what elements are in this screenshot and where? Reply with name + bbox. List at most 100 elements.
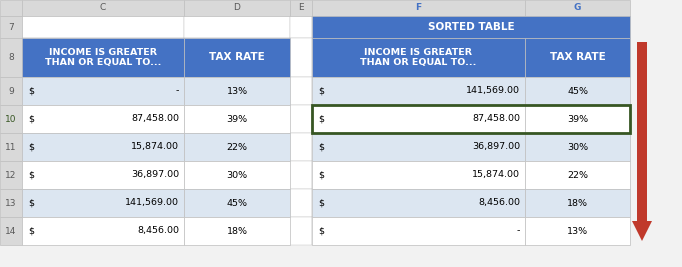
Bar [290,38,312,77]
Bar [312,133,525,161]
Text: 13%: 13% [226,87,248,96]
Bar [184,133,290,161]
Bar [0,77,22,105]
Bar [312,0,525,16]
Text: $: $ [318,171,324,179]
Bar [312,217,525,245]
Bar [22,217,184,245]
Bar [22,16,184,38]
Bar [525,105,630,133]
Bar [184,217,290,245]
Bar [525,189,630,217]
Bar [22,77,184,105]
Bar [290,189,312,217]
Bar [525,77,630,105]
Bar [312,16,630,38]
Bar [312,161,525,189]
Bar [312,16,525,38]
Bar [525,133,630,161]
Bar [22,161,184,189]
Bar [184,0,290,16]
Text: 8: 8 [8,53,14,62]
Bar [525,161,630,189]
Text: 11: 11 [5,143,17,151]
Bar [22,189,184,217]
Bar [525,0,630,16]
Text: SORTED TABLE: SORTED TABLE [428,22,514,32]
Bar [184,77,290,105]
Text: F: F [415,3,421,13]
Bar [0,16,22,38]
Text: $: $ [318,87,324,96]
Bar [312,77,525,105]
Bar [184,189,290,217]
Text: 7: 7 [8,22,14,32]
Text: 22%: 22% [567,171,588,179]
Text: 141,569.00: 141,569.00 [125,198,179,207]
Text: INCOME IS GREATER
THAN OR EQUAL TO...: INCOME IS GREATER THAN OR EQUAL TO... [360,48,477,67]
Text: 87,458.00: 87,458.00 [131,115,179,124]
Bar [312,189,525,217]
Bar [525,217,630,245]
Bar [290,105,312,133]
Text: INCOME IS GREATER
THAN OR EQUAL TO...: INCOME IS GREATER THAN OR EQUAL TO... [45,48,161,67]
Text: 45%: 45% [567,87,588,96]
Bar [184,161,290,189]
Bar [22,0,184,16]
Bar [312,161,525,189]
Text: 36,897.00: 36,897.00 [472,143,520,151]
Bar [184,38,290,77]
Bar [312,38,525,77]
Text: 8,456.00: 8,456.00 [478,198,520,207]
Bar [525,38,630,77]
Bar [525,217,630,245]
Bar [184,161,290,189]
Text: 13%: 13% [567,226,588,235]
Text: $: $ [318,143,324,151]
Text: 8,456.00: 8,456.00 [137,226,179,235]
Bar [290,217,312,245]
Bar [525,161,630,189]
Bar [525,38,630,77]
Bar [22,133,184,161]
Bar [22,161,184,189]
Text: 15,874.00: 15,874.00 [472,171,520,179]
Text: 30%: 30% [567,143,588,151]
Bar [0,189,22,217]
Bar [22,217,184,245]
Bar [525,105,630,133]
Text: 30%: 30% [226,171,248,179]
Text: 45%: 45% [226,198,248,207]
Text: 39%: 39% [226,115,248,124]
Bar [184,16,290,38]
Polygon shape [632,221,652,241]
Bar [184,77,290,105]
Text: $: $ [318,115,324,124]
Text: $: $ [28,198,34,207]
Text: 14: 14 [5,226,16,235]
Bar [184,105,290,133]
Bar [0,0,22,16]
Text: $: $ [28,226,34,235]
Bar [22,38,184,77]
Text: -: - [517,226,520,235]
Bar [184,105,290,133]
Bar [22,77,184,105]
Bar [312,77,525,105]
Bar [312,105,525,133]
Bar [312,105,630,133]
Bar [290,161,312,189]
Text: C: C [100,3,106,13]
Bar [0,161,22,189]
Text: G: G [574,3,581,13]
Text: $: $ [28,143,34,151]
Bar [290,77,312,105]
Bar [22,105,184,133]
Bar [22,105,184,133]
Bar [312,105,525,133]
Text: 13: 13 [5,198,17,207]
Bar [0,38,22,77]
Bar [184,133,290,161]
Text: TAX RATE: TAX RATE [550,53,606,62]
Text: 15,874.00: 15,874.00 [131,143,179,151]
